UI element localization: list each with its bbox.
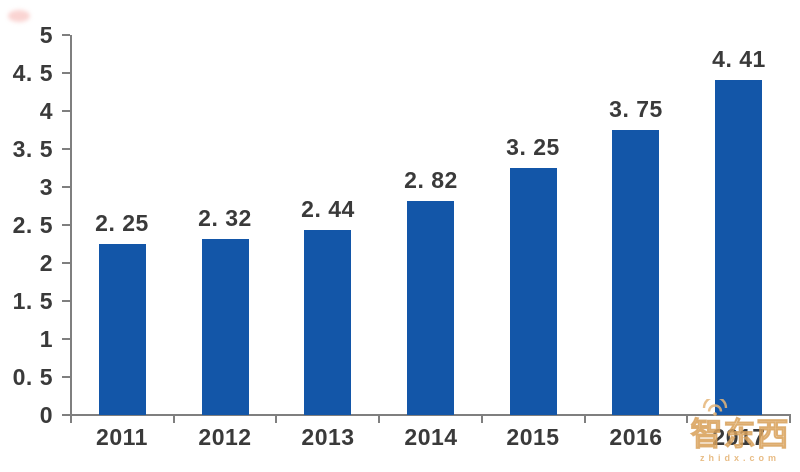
bar-value-label: 2. 44 bbox=[301, 196, 355, 222]
bar bbox=[202, 239, 249, 415]
x-tick bbox=[789, 415, 791, 423]
y-tick bbox=[62, 72, 70, 74]
x-axis-line bbox=[70, 414, 791, 416]
y-tick bbox=[62, 110, 70, 112]
x-tick-label: 2013 bbox=[301, 424, 355, 450]
bar bbox=[99, 244, 146, 415]
red-artifact bbox=[8, 10, 30, 22]
x-tick bbox=[584, 415, 586, 423]
x-tick-label: 2011 bbox=[96, 424, 148, 450]
y-tick bbox=[62, 34, 70, 36]
y-tick bbox=[62, 148, 70, 150]
y-tick-label: 4 bbox=[39, 98, 53, 124]
bar bbox=[304, 230, 351, 415]
bar-value-label: 3. 75 bbox=[609, 96, 663, 122]
y-tick-label: 2. 5 bbox=[12, 212, 53, 238]
bar-value-label: 2. 32 bbox=[198, 205, 252, 231]
bar-value-label: 2. 25 bbox=[95, 210, 149, 236]
y-tick-label: 5 bbox=[39, 22, 53, 48]
x-tick-label: 2017 bbox=[712, 424, 766, 450]
y-tick-label: 3. 5 bbox=[12, 136, 53, 162]
x-tick-label: 2012 bbox=[198, 424, 252, 450]
bar-value-label: 4. 41 bbox=[712, 46, 766, 72]
x-tick bbox=[686, 415, 688, 423]
y-tick bbox=[62, 300, 70, 302]
y-tick bbox=[62, 376, 70, 378]
bar-value-label: 2. 82 bbox=[404, 167, 458, 193]
y-tick-label: 1. 5 bbox=[12, 288, 53, 314]
y-tick bbox=[62, 224, 70, 226]
x-tick bbox=[173, 415, 175, 423]
y-tick bbox=[62, 338, 70, 340]
x-tick bbox=[275, 415, 277, 423]
y-axis-line bbox=[70, 35, 72, 417]
x-tick-label: 2016 bbox=[609, 424, 663, 450]
x-tick bbox=[378, 415, 380, 423]
bar bbox=[715, 80, 762, 415]
y-tick-label: 3 bbox=[39, 174, 53, 200]
bar-value-label: 3. 25 bbox=[506, 134, 560, 160]
x-tick bbox=[70, 415, 72, 423]
x-tick-label: 2015 bbox=[506, 424, 560, 450]
y-tick-label: 4. 5 bbox=[12, 60, 53, 86]
x-tick bbox=[481, 415, 483, 423]
bar bbox=[510, 168, 557, 415]
y-tick-label: 0. 5 bbox=[12, 364, 53, 390]
y-tick-label: 1 bbox=[39, 326, 53, 352]
bar bbox=[407, 201, 454, 415]
y-tick bbox=[62, 414, 70, 416]
y-tick bbox=[62, 262, 70, 264]
y-tick bbox=[62, 186, 70, 188]
y-tick-label: 2 bbox=[39, 250, 53, 276]
x-tick-label: 2014 bbox=[404, 424, 458, 450]
bar bbox=[612, 130, 659, 415]
y-tick-label: 0 bbox=[39, 402, 53, 428]
